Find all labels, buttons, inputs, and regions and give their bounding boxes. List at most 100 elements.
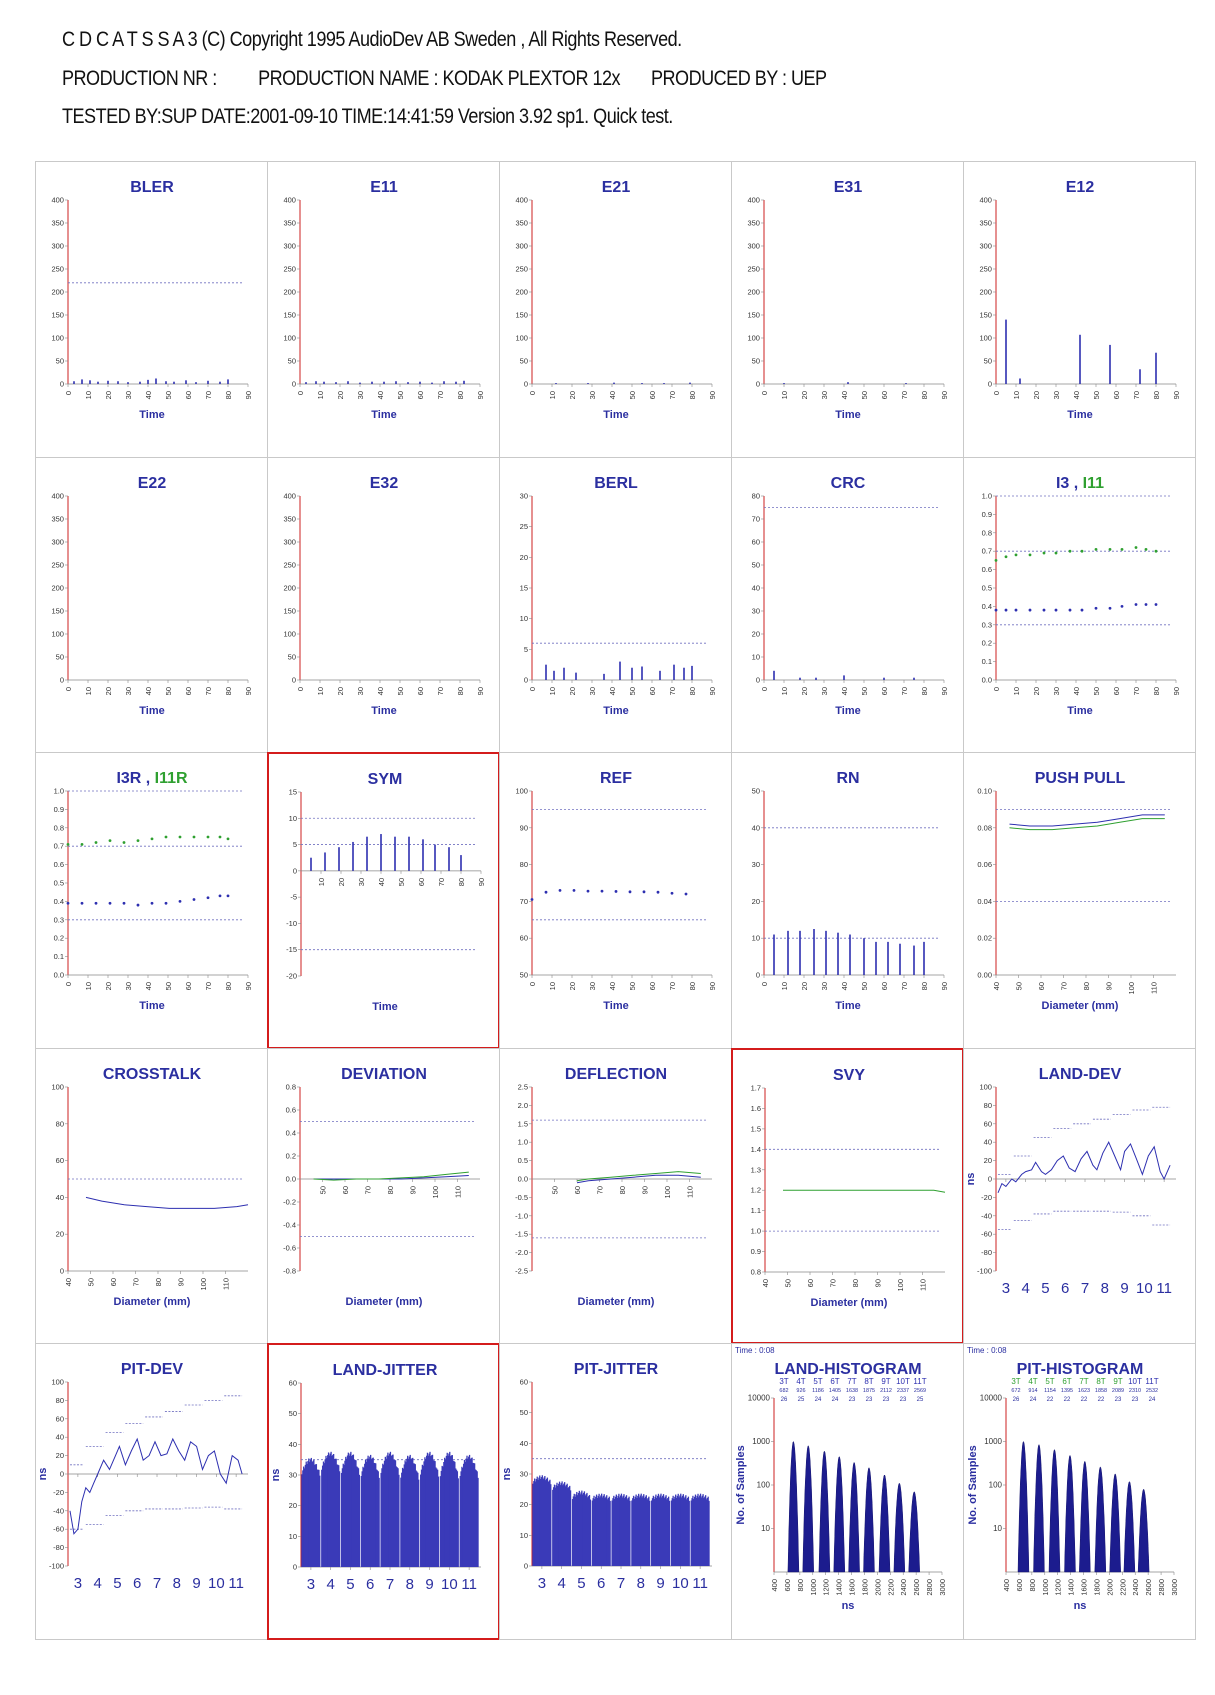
x-tick-label: 80 xyxy=(920,687,929,695)
x-axis-label: Time xyxy=(603,1000,628,1012)
chart-panel-deflection: DEFLECTION -2.5 -2.0 -1.5 -1.0 -0.5 0.0 0.5 1.0 1… xyxy=(499,1047,732,1345)
legend-value: 914 xyxy=(1028,1388,1037,1394)
y-tick-label: 100 xyxy=(980,333,993,342)
data-point xyxy=(192,835,196,839)
chart-title: E32 xyxy=(370,475,399,492)
legend-jitter: 24 xyxy=(1149,1397,1156,1403)
data-point xyxy=(1144,602,1148,606)
x-tick-label: 90 xyxy=(408,1186,417,1194)
x-tick-label: 2600 xyxy=(912,1579,921,1596)
legend-value: 1858 xyxy=(1095,1388,1107,1394)
chart-title: PIT-DEV xyxy=(121,1361,184,1378)
chart-svg-rn: RN 0 10 20 30 40 50 0 10 20 30 40 50 60 70 80 90 Time xyxy=(752,770,949,1012)
legend-label: 3T xyxy=(1011,1377,1020,1386)
legend-label: 4T xyxy=(1028,1377,1037,1386)
x-tick-label: 90 xyxy=(940,687,949,695)
y-tick-label: -100 xyxy=(977,1266,992,1275)
y-axis-label: ns xyxy=(270,1469,282,1482)
y-tick-label: 150 xyxy=(748,310,761,319)
legend-jitter: 22 xyxy=(1064,1397,1071,1403)
chart-svg-deviation: DEVIATION -0.8 -0.6 -0.4 -0.2 0.0 0.2 0.4 0.6 0.8… xyxy=(283,1066,480,1308)
y-tick-label: 150 xyxy=(284,606,297,615)
x-axis-label: Diameter (mm) xyxy=(578,1296,655,1308)
x-axis-label: Diameter (mm) xyxy=(1042,1000,1119,1012)
data-series-line xyxy=(783,1189,946,1193)
x-tick-label: 40 xyxy=(1072,391,1081,399)
y-tick-label: 0.08 xyxy=(977,823,992,832)
y-tick-label: 20 xyxy=(520,1501,528,1510)
chart-title: CRC xyxy=(831,475,866,492)
legend-jitter: 22 xyxy=(1081,1397,1088,1403)
x-tick-label: 90 xyxy=(476,687,485,695)
legend-value: 2112 xyxy=(880,1388,892,1394)
chart-title: E21 xyxy=(602,179,631,196)
chart-title: E22 xyxy=(138,475,167,492)
data-point xyxy=(1068,549,1072,553)
chart-panel-landjitter: LAND-JITTER 0 10 20 30 40 50 60 3 4 5 6 7 8 9 10 11 ns xyxy=(267,1343,500,1640)
x-tick-label: 6 xyxy=(366,1576,374,1593)
y-tick-label: 70 xyxy=(520,897,528,906)
x-tick-label: 30 xyxy=(820,982,829,990)
x-tick-label: 20 xyxy=(104,391,113,399)
legend-jitter: 24 xyxy=(832,1397,839,1403)
data-point xyxy=(1154,602,1158,606)
x-axis-label: Time xyxy=(603,705,628,717)
x-tick-label: 90 xyxy=(1172,391,1181,399)
data-series-line xyxy=(85,1196,249,1209)
x-tick-label: 10 xyxy=(316,687,325,695)
y-tick-label: 40 xyxy=(56,1193,64,1202)
data-point xyxy=(684,892,688,896)
chart-svg-pushpull: PUSH PULL 0.00 0.02 0.04 0.06 0.08 0.10 40 50 60 7… xyxy=(977,770,1176,1012)
y-tick-label: 350 xyxy=(748,218,761,227)
y-tick-label: 0.6 xyxy=(286,1105,296,1114)
y-tick-label: 300 xyxy=(748,241,761,250)
x-tick-label: 10 xyxy=(780,687,789,695)
data-point xyxy=(656,890,660,894)
x-tick-label: 0 xyxy=(64,982,73,986)
data-point xyxy=(164,902,168,905)
x-tick-label: 1800 xyxy=(860,1579,869,1596)
x-tick-label: 2200 xyxy=(886,1579,895,1596)
histogram-peak xyxy=(878,1474,891,1573)
y-tick-label: 10 xyxy=(520,614,528,623)
histogram-peak xyxy=(1017,1441,1030,1573)
y-tick-label: 300 xyxy=(516,241,529,250)
legend-value: 2532 xyxy=(1146,1388,1158,1394)
y-tick-label: 50 xyxy=(752,356,760,365)
y-tick-label: 150 xyxy=(52,606,64,615)
x-tick-label: 10 xyxy=(780,391,789,399)
x-tick-label: 70 xyxy=(900,687,909,695)
data-point xyxy=(192,898,196,902)
x-tick-label: 90 xyxy=(873,1279,882,1287)
y-tick-label: 0.06 xyxy=(977,860,992,869)
x-tick-label: 11 xyxy=(1156,1280,1172,1297)
y-tick-label: 60 xyxy=(56,1415,64,1424)
x-tick-label: 60 xyxy=(1112,391,1121,399)
x-tick-label: 70 xyxy=(900,982,909,990)
chart-title: LAND-DEV xyxy=(1039,1066,1122,1083)
x-tick-label: 8 xyxy=(406,1576,414,1593)
x-tick-label: 4 xyxy=(1021,1280,1029,1297)
x-tick-label: 1600 xyxy=(848,1579,857,1596)
data-point xyxy=(614,890,618,894)
y-tick-label: 100 xyxy=(748,333,761,342)
y-tick-label: 0.4 xyxy=(54,897,64,906)
data-point xyxy=(1120,604,1124,608)
chart-title: REF xyxy=(600,770,632,787)
x-tick-label: 10 xyxy=(441,1576,458,1593)
x-tick-label: 90 xyxy=(477,878,486,886)
x-axis-label: Time xyxy=(835,409,860,421)
y-axis-label: ns xyxy=(965,1172,977,1185)
y-tick-label: -80 xyxy=(981,1248,992,1257)
y-tick-label: 0.8 xyxy=(54,823,64,832)
y-tick-label: 0.0 xyxy=(286,1174,296,1183)
y-axis-label: No. of Samples xyxy=(735,1446,747,1525)
data-point xyxy=(642,890,646,894)
x-tick-label: 30 xyxy=(356,687,365,695)
y-tick-label: 80 xyxy=(56,1396,64,1405)
data-point xyxy=(994,608,998,612)
y-tick-label: 0.2 xyxy=(54,934,64,943)
y-tick-label: 100 xyxy=(516,787,529,796)
y-tick-label: 250 xyxy=(52,264,64,273)
x-tick-label: 80 xyxy=(1152,391,1161,399)
